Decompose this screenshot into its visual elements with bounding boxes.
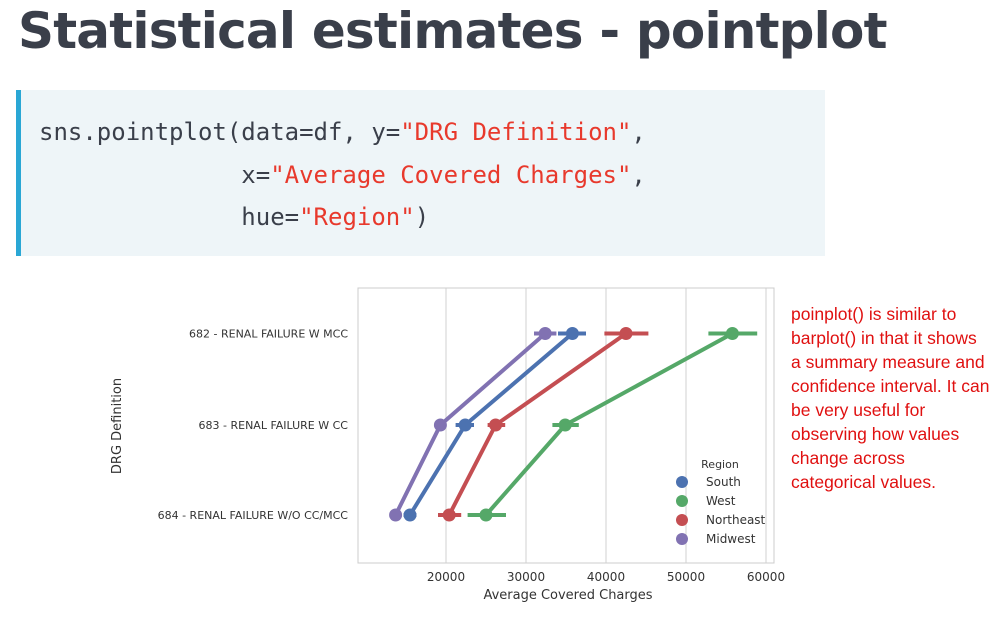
x-tick-label: 60000 xyxy=(747,570,785,584)
x-tick-label: 20000 xyxy=(427,570,465,584)
x-tick-label: 40000 xyxy=(587,570,625,584)
y-tick-label: 682 - RENAL FAILURE W MCC xyxy=(189,328,348,341)
series-layer xyxy=(389,327,758,522)
legend-marker xyxy=(676,514,688,526)
legend-label: Midwest xyxy=(706,532,756,546)
annotation-note: poinplot() is similar to barplot() in th… xyxy=(791,304,990,492)
legend: Region South West Northeast Midwest xyxy=(676,458,766,546)
y-tick-labels: 682 - RENAL FAILURE W MCC 683 - RENAL FAI… xyxy=(158,328,349,523)
data-point xyxy=(442,508,456,522)
data-point xyxy=(565,327,579,340)
page-title: Statistical estimates - pointplot xyxy=(18,2,887,60)
data-point xyxy=(619,327,633,340)
series-south xyxy=(403,327,586,522)
legend-label: West xyxy=(706,494,736,508)
x-tick-labels: 20000 30000 40000 50000 60000 xyxy=(427,570,785,584)
code-line-3-prefix: hue= xyxy=(39,203,300,231)
code-text: sns.pointplot(data=df, y="DRG Definition… xyxy=(39,111,646,239)
code-line-3-suffix: ) xyxy=(414,203,430,231)
pointplot-chart: 20000 30000 40000 50000 60000 682 - RENAL FA… xyxy=(110,287,785,603)
legend-label: Northeast xyxy=(706,513,766,527)
data-point xyxy=(725,327,739,340)
code-line-2-string: "Average Covered Charges" xyxy=(270,160,632,189)
data-point xyxy=(403,508,417,522)
data-point xyxy=(489,418,503,432)
y-axis-label: DRG Definition xyxy=(110,378,125,474)
legend-marker xyxy=(676,533,688,545)
series-west xyxy=(467,327,758,522)
data-point xyxy=(389,508,403,522)
code-line-2-prefix: x= xyxy=(39,160,271,189)
code-block: sns.pointplot(data=df, y="DRG Definition… xyxy=(16,90,825,256)
x-tick-label: 50000 xyxy=(667,570,705,584)
code-line-1-string: "DRG Definition" xyxy=(400,118,632,146)
x-axis-label: Average Covered Charges xyxy=(483,588,652,603)
code-line-2-suffix: , xyxy=(631,160,646,189)
data-point xyxy=(558,418,572,432)
data-point xyxy=(433,418,447,432)
x-tick-label: 30000 xyxy=(507,570,545,584)
data-point xyxy=(538,327,552,340)
code-line-3-string: "Region" xyxy=(299,203,415,231)
legend-marker xyxy=(676,495,688,507)
code-line-1-suffix: , xyxy=(631,118,646,146)
y-tick-label: 684 - RENAL FAILURE W/O CC/MCC xyxy=(158,509,349,522)
data-point xyxy=(479,508,493,522)
data-point xyxy=(458,418,472,432)
code-line-1-prefix: sns.pointplot(data=df, y= xyxy=(39,118,401,146)
series-midwest xyxy=(389,327,557,522)
legend-marker xyxy=(676,476,688,488)
series-northeast xyxy=(438,327,649,522)
legend-title: Region xyxy=(701,458,739,471)
y-tick-label: 683 - RENAL FAILURE W CC xyxy=(199,419,349,432)
legend-label: South xyxy=(706,475,741,489)
